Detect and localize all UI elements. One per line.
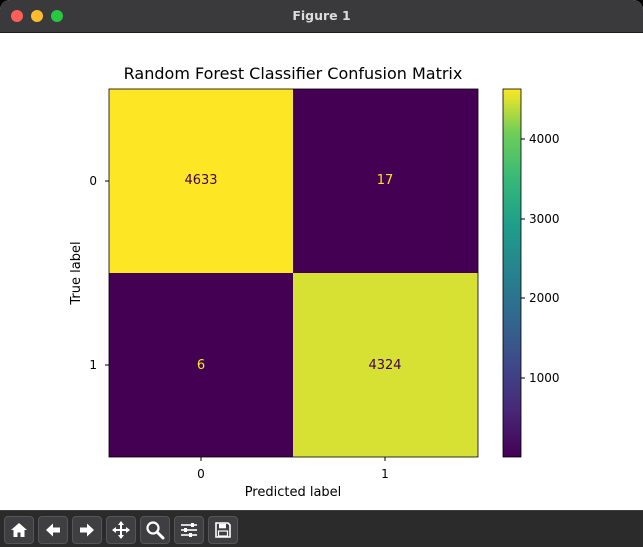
configure-subplots-button[interactable] xyxy=(174,516,204,544)
close-window-button[interactable] xyxy=(11,10,23,22)
cell-0-0 xyxy=(109,89,293,273)
x-tick-label-1: 1 xyxy=(381,467,389,481)
home-icon xyxy=(11,523,27,537)
cell-label-0-0: 4633 xyxy=(184,173,217,188)
y-axis-label: True label xyxy=(69,241,84,305)
home-button[interactable] xyxy=(4,516,34,544)
back-arrow-icon xyxy=(46,523,60,537)
save-icon xyxy=(215,522,231,538)
colorbar-label-4000: 4000 xyxy=(529,132,560,146)
forward-button[interactable] xyxy=(72,516,102,544)
plot-frame xyxy=(108,88,479,458)
title-bar: Figure 1 xyxy=(0,0,643,33)
cell-label-0-1: 17 xyxy=(377,173,394,188)
back-button[interactable] xyxy=(38,516,68,544)
colorbar-label-1000: 1000 xyxy=(529,371,560,385)
confusion-matrix-chart: Random Forest Classifier Confusion Matri… xyxy=(69,64,560,500)
x-tick-label-0: 0 xyxy=(197,467,205,481)
cell-1-0 xyxy=(109,273,293,457)
window-title: Figure 1 xyxy=(292,8,351,23)
cell-0-1 xyxy=(293,89,478,273)
pan-button[interactable] xyxy=(106,516,136,544)
colorbar-label-3000: 3000 xyxy=(529,212,560,226)
zoom-magnifier-icon xyxy=(146,521,165,540)
colorbar xyxy=(502,88,522,458)
x-axis-label: Predicted label xyxy=(245,485,342,500)
save-button[interactable] xyxy=(208,516,238,544)
navigation-toolbar xyxy=(0,510,643,547)
colorbar-label-2000: 2000 xyxy=(529,291,560,305)
minimize-window-button[interactable] xyxy=(31,10,43,22)
cell-label-1-0: 6 xyxy=(197,358,205,373)
cell-label-1-1: 4324 xyxy=(368,358,401,373)
y-tick-label-1: 1 xyxy=(89,358,97,372)
cell-1-1 xyxy=(293,273,478,457)
y-tick-label-0: 0 xyxy=(89,174,97,188)
pan-icon xyxy=(112,521,130,539)
configure-subplots-icon xyxy=(181,523,197,537)
chart-title: Random Forest Classifier Confusion Matri… xyxy=(124,64,463,83)
forward-arrow-icon xyxy=(80,523,94,537)
zoom-button[interactable] xyxy=(140,516,170,544)
figure-canvas[interactable]: Random Forest Classifier Confusion Matri… xyxy=(0,33,643,510)
zoom-window-button[interactable] xyxy=(51,10,63,22)
